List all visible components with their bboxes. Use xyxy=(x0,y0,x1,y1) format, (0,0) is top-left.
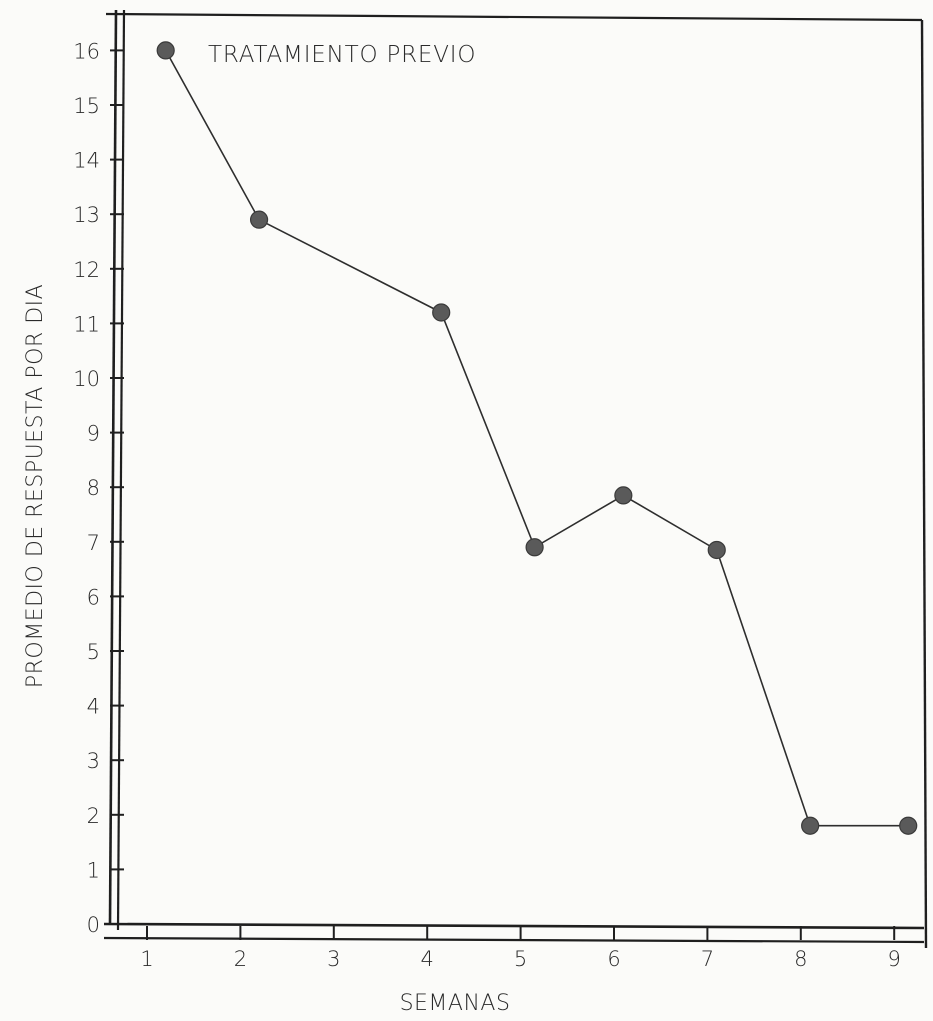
y-tick-label: 9 xyxy=(87,422,100,446)
y-tick-label: 10 xyxy=(73,367,100,391)
y-tick-label: 1 xyxy=(87,858,100,882)
y-tick-label: 5 xyxy=(87,640,100,664)
x-tick-label: 3 xyxy=(327,947,340,971)
frame-top xyxy=(105,12,923,22)
y-tick-label: 16 xyxy=(73,39,100,63)
annotation-label: TRATAMIENTO PREVIO xyxy=(208,42,476,68)
y-axis-label: PROMEDIO DE RESPUESTA POR DIA xyxy=(23,284,48,688)
x-tick-label: 8 xyxy=(794,947,807,971)
x-tick-label: 7 xyxy=(701,947,714,971)
x-axis-ticks: 1 2 3 4 5 6 7 8 9 xyxy=(140,926,901,971)
data-point xyxy=(899,816,918,835)
data-point xyxy=(156,41,175,60)
y-tick-label: 2 xyxy=(87,804,100,828)
x-tick-label: 6 xyxy=(607,947,620,971)
series-line xyxy=(164,50,909,827)
data-point xyxy=(249,210,269,229)
data-point xyxy=(525,538,544,557)
x-tick-label: 5 xyxy=(514,947,527,971)
y-tick-label: 13 xyxy=(73,203,100,227)
y-tick-label: 8 xyxy=(87,476,100,500)
y-tick-label: 15 xyxy=(73,94,100,118)
x-tick-label: 9 xyxy=(888,947,901,971)
x-tick-label: 4 xyxy=(421,947,434,971)
data-point xyxy=(432,303,451,322)
y-tick-label: 14 xyxy=(73,149,100,173)
data-point xyxy=(801,816,820,835)
data-point xyxy=(614,486,633,505)
x-axis-label: SEMANAS xyxy=(400,991,511,1016)
y-tick-label: 0 xyxy=(87,913,100,937)
x-tick-label: 2 xyxy=(234,947,247,971)
y-tick-label: 11 xyxy=(73,312,100,336)
plot-frame xyxy=(103,9,928,949)
y-axis-line xyxy=(108,9,118,925)
y-tick-label: 6 xyxy=(87,585,100,609)
data-series xyxy=(156,41,918,835)
y-axis-line-inner xyxy=(116,9,126,931)
data-point xyxy=(707,540,726,560)
frame-right xyxy=(920,19,928,949)
y-tick-label: 3 xyxy=(87,749,100,773)
x-axis-line xyxy=(103,922,925,930)
y-tick-label: 4 xyxy=(87,695,100,719)
x-tick-label: 1 xyxy=(140,947,153,971)
y-tick-label: 7 xyxy=(87,531,100,555)
y-tick-label: 12 xyxy=(73,258,100,282)
